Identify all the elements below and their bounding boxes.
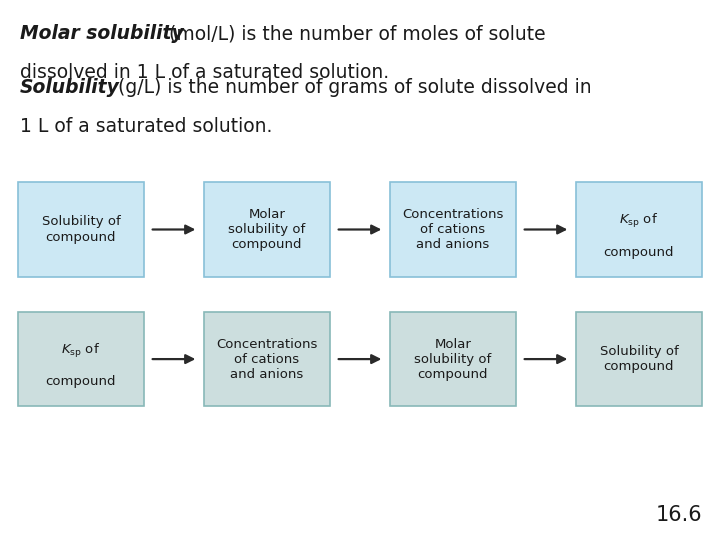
- FancyBboxPatch shape: [18, 312, 144, 406]
- FancyBboxPatch shape: [204, 312, 330, 406]
- Text: Solubility: Solubility: [20, 78, 120, 97]
- Text: (g/L) is the number of grams of solute dissolved in: (g/L) is the number of grams of solute d…: [112, 78, 592, 97]
- Text: Molar solubility: Molar solubility: [20, 24, 184, 43]
- Text: Solubility of
compound: Solubility of compound: [600, 345, 678, 373]
- FancyBboxPatch shape: [576, 183, 702, 277]
- Text: 16.6: 16.6: [655, 505, 702, 525]
- Text: Solubility of
compound: Solubility of compound: [42, 215, 120, 244]
- Text: $\mathit{K}_{\rm sp}$ of: $\mathit{K}_{\rm sp}$ of: [61, 342, 101, 360]
- Text: $\mathit{K}_{\rm sp}$ of: $\mathit{K}_{\rm sp}$ of: [619, 212, 659, 230]
- FancyBboxPatch shape: [390, 312, 516, 406]
- FancyBboxPatch shape: [390, 183, 516, 277]
- Text: Molar
solubility of
compound: Molar solubility of compound: [415, 338, 492, 381]
- Text: 1 L of a saturated solution.: 1 L of a saturated solution.: [20, 117, 273, 136]
- Text: Molar
solubility of
compound: Molar solubility of compound: [228, 208, 305, 251]
- Text: compound: compound: [46, 375, 116, 388]
- Text: Concentrations
of cations
and anions: Concentrations of cations and anions: [402, 208, 504, 251]
- FancyBboxPatch shape: [18, 183, 144, 277]
- Text: dissolved in 1 L of a saturated solution.: dissolved in 1 L of a saturated solution…: [20, 63, 390, 82]
- Text: (mol/L) is the number of moles of solute: (mol/L) is the number of moles of solute: [163, 24, 545, 43]
- Text: compound: compound: [604, 246, 674, 259]
- FancyBboxPatch shape: [576, 312, 702, 406]
- FancyBboxPatch shape: [204, 183, 330, 277]
- Text: Concentrations
of cations
and anions: Concentrations of cations and anions: [216, 338, 318, 381]
